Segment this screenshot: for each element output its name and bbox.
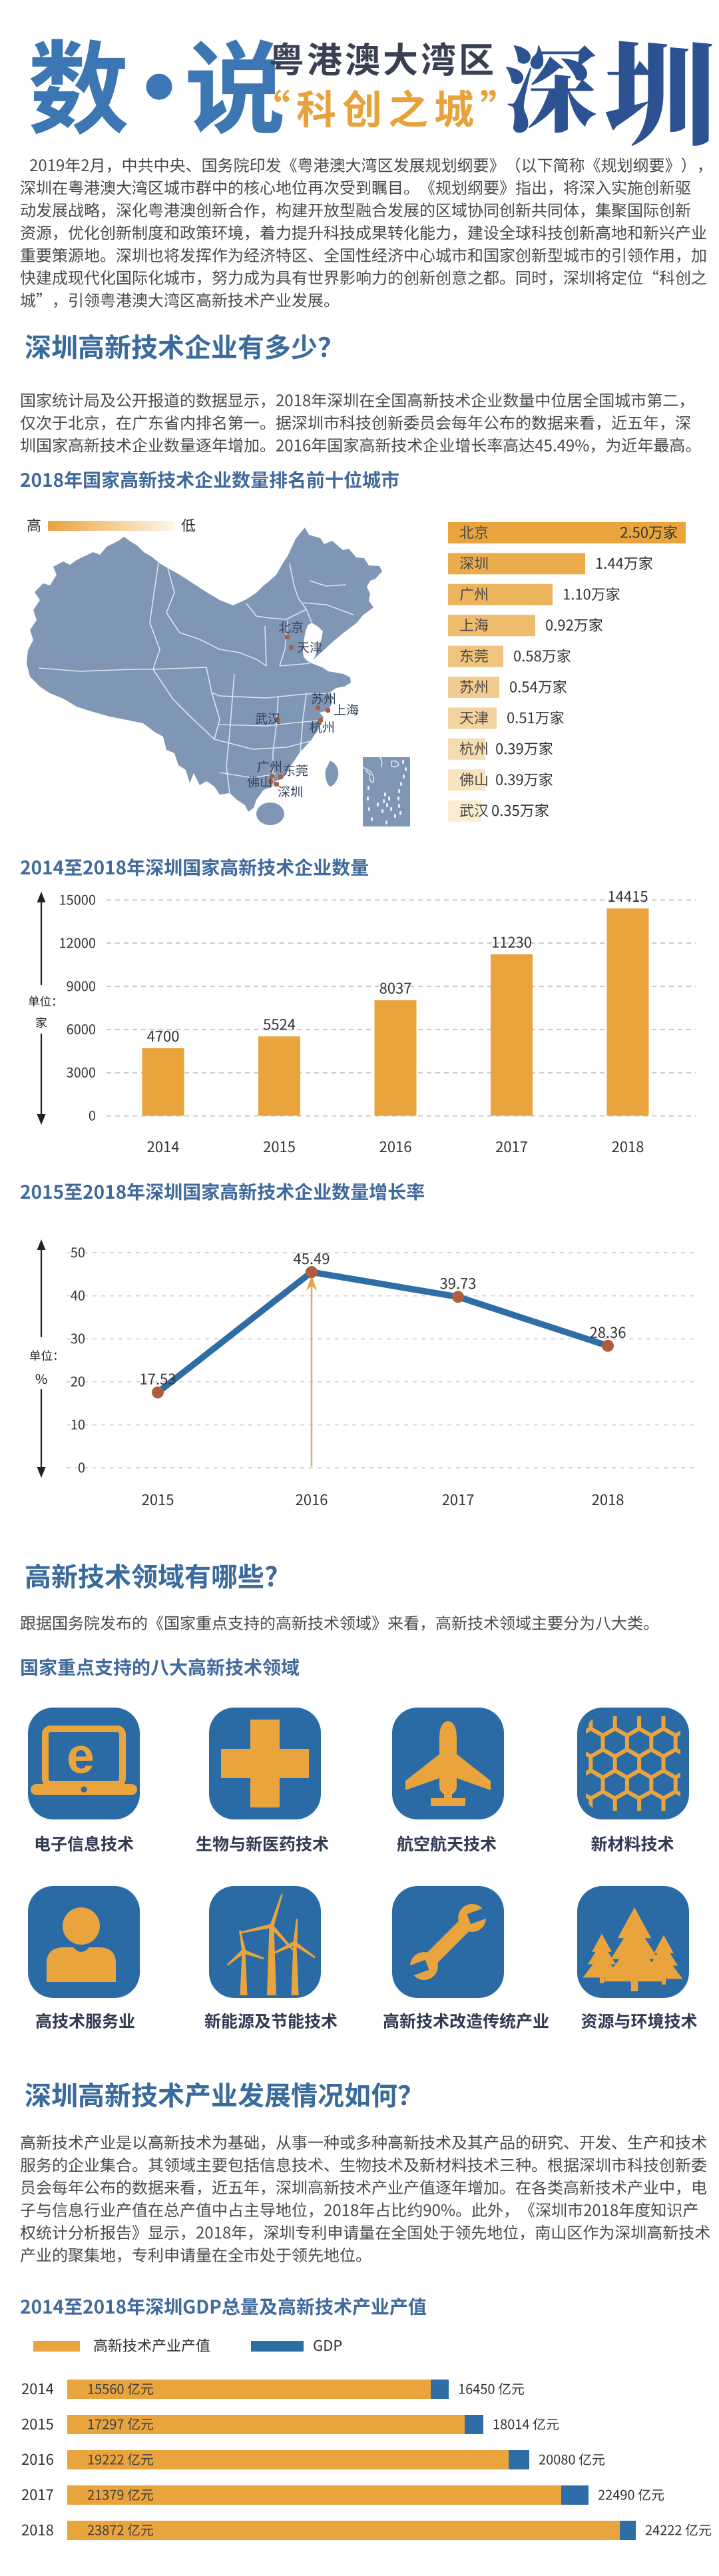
svg-text:e: e [67,1728,95,1783]
